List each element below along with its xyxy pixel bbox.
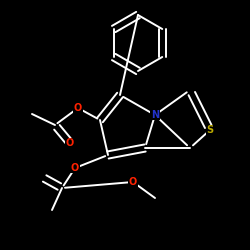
Text: O: O — [129, 177, 137, 187]
Text: S: S — [206, 125, 214, 135]
Text: N: N — [151, 110, 159, 120]
Text: O: O — [74, 103, 82, 113]
Text: O: O — [71, 163, 79, 173]
Text: O: O — [66, 138, 74, 148]
